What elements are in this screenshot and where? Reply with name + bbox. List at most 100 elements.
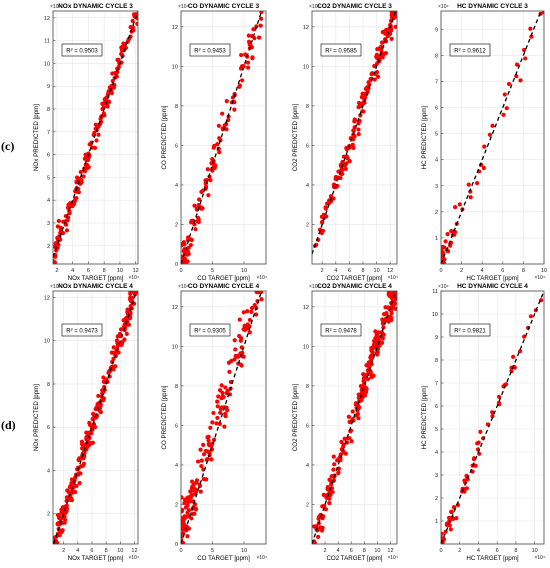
r2-label: R² = 0.9612 xyxy=(454,49,486,55)
data-point xyxy=(224,405,229,410)
data-point xyxy=(192,511,197,516)
x-tick-label: 8 xyxy=(105,548,108,554)
chart-title: CO DYNAMIC CYCLE 3 xyxy=(188,3,260,10)
y-tick-label: 8 xyxy=(306,384,309,390)
data-point xyxy=(367,369,372,375)
data-point xyxy=(509,369,514,374)
x-tick-label: 10 xyxy=(117,268,123,274)
data-point xyxy=(199,463,204,469)
y-tick-label: 4 xyxy=(175,463,178,469)
y-axis-label: CO PREDICTED [ppm] xyxy=(161,385,168,449)
identity-line xyxy=(312,291,397,544)
data-point xyxy=(238,338,243,343)
data-point xyxy=(128,299,134,304)
y-tick-label: 2 xyxy=(47,512,50,518)
x-tick-label: 8 xyxy=(522,268,525,274)
data-point xyxy=(190,484,195,489)
data-point xyxy=(208,425,213,430)
axes-frame xyxy=(440,290,545,545)
x-tick-label: 2 xyxy=(460,268,463,274)
data-point xyxy=(320,220,325,225)
x-tick-label: 4 xyxy=(337,548,340,554)
data-point xyxy=(215,415,220,421)
data-point xyxy=(59,507,64,512)
y-tick-label: 2 xyxy=(175,502,178,508)
data-point xyxy=(457,202,462,207)
y-tick-label: 6 xyxy=(47,153,50,159)
data-point xyxy=(81,461,87,466)
data-point xyxy=(380,333,385,338)
identity-line xyxy=(181,291,263,544)
data-point xyxy=(380,336,385,341)
data-point xyxy=(181,520,186,525)
y-exponent-label: ×10⁴ xyxy=(309,4,320,10)
y-tick-label: 12 xyxy=(44,295,50,301)
axes-frame xyxy=(52,10,139,265)
x-tick-label: 6 xyxy=(90,548,93,554)
data-point xyxy=(356,105,361,110)
data-point xyxy=(125,310,130,315)
data-point xyxy=(194,480,199,485)
y-tick-label: 7 xyxy=(435,381,438,387)
data-point xyxy=(389,311,394,316)
data-point xyxy=(64,503,69,508)
data-point xyxy=(357,100,362,106)
data-point xyxy=(116,58,121,63)
data-point xyxy=(215,399,220,404)
x-axis-label: NOx TARGET [ppm] xyxy=(68,555,124,562)
data-point xyxy=(126,37,131,42)
data-point xyxy=(514,74,519,79)
data-point xyxy=(490,410,495,415)
data-point xyxy=(331,454,336,459)
x-tick-label: 8 xyxy=(361,268,364,274)
x-tick-label: 6 xyxy=(87,268,90,274)
y-tick-label: 8 xyxy=(435,358,438,364)
data-point xyxy=(227,369,232,374)
x-tick-label: 10 xyxy=(241,548,247,554)
data-point xyxy=(350,142,355,147)
data-point xyxy=(352,117,357,122)
x-exponent-label: ×10⁴ xyxy=(534,555,545,561)
data-point xyxy=(324,201,330,206)
y-axis-label: CO2 PREDICTED [ppm] xyxy=(292,104,299,172)
x-exponent-label: ×10⁴ xyxy=(128,275,139,281)
data-layer xyxy=(181,291,264,544)
chart-title: NOx DYNAMIC CYCLE 4 xyxy=(58,283,133,290)
data-point xyxy=(86,443,92,448)
data-point xyxy=(193,227,198,232)
data-point xyxy=(55,512,61,518)
y-tick-label: 6 xyxy=(175,143,178,149)
data-point xyxy=(196,197,202,202)
data-point xyxy=(64,228,70,233)
r2-label: R² = 0.9478 xyxy=(325,329,357,335)
data-point xyxy=(323,205,328,210)
data-point xyxy=(373,342,378,348)
data-point xyxy=(189,479,195,484)
r2-box xyxy=(189,323,231,337)
data-point xyxy=(327,489,333,494)
data-point xyxy=(506,81,512,87)
data-point xyxy=(346,414,351,419)
y-tick-label: 4 xyxy=(47,468,50,474)
data-point xyxy=(92,145,98,150)
data-point xyxy=(481,165,486,171)
y-tick-label: 10 xyxy=(172,64,178,70)
data-point xyxy=(360,91,365,96)
y-tick-label: 7 xyxy=(47,130,50,136)
data-point xyxy=(94,138,99,143)
data-point xyxy=(319,528,325,533)
data-point xyxy=(504,106,509,111)
data-point xyxy=(181,241,185,247)
y-axis-label: NOx PREDICTED [ppm] xyxy=(33,384,40,451)
y-tick-label: 8 xyxy=(47,382,50,388)
r2-box xyxy=(61,43,103,57)
data-point xyxy=(387,293,392,298)
row-label-d: (d) xyxy=(1,418,16,432)
x-tick-label: 8 xyxy=(103,268,106,274)
data-point xyxy=(381,52,386,57)
data-point xyxy=(453,204,458,210)
data-point xyxy=(223,385,228,390)
data-point xyxy=(135,21,138,26)
data-point xyxy=(119,48,125,53)
x-tick-label: 8 xyxy=(363,548,366,554)
